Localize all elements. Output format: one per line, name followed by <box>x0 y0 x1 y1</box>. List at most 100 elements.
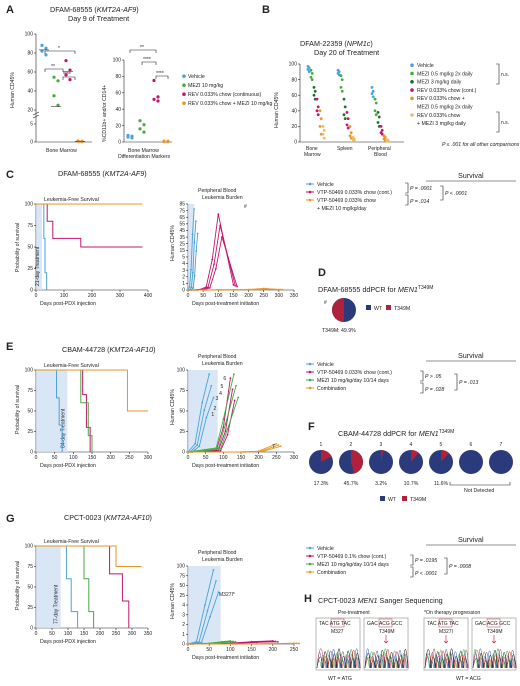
h-arrow-icon <box>491 635 497 644</box>
h-codon-highlight <box>378 618 393 628</box>
a-sig-3: **** <box>63 72 71 78</box>
e-pb-series-point <box>187 451 189 453</box>
g-legend-marker <box>308 554 312 558</box>
c-pb-tick-label: 0 <box>182 288 185 294</box>
e-pb-series-point <box>208 373 211 375</box>
d-caption: T349M: 49.9% <box>322 328 356 334</box>
g-pb-series-point <box>234 640 237 643</box>
g-km-tick-label: 75 <box>27 564 33 570</box>
e-p-bracket-1 <box>420 370 424 382</box>
e-km-tick-label: 75 <box>27 388 33 394</box>
d-mark: # <box>324 300 327 306</box>
f-pie-wt-slice <box>489 450 513 474</box>
g-km-title: Leukemia-Free Survival <box>44 539 99 545</box>
a-axis-break <box>32 111 40 119</box>
e-pb-series-line <box>187 373 210 453</box>
a-left-tick-group: 100 80 60 40 20 5 0 <box>25 32 40 146</box>
a-right-point <box>142 130 146 134</box>
a-left-ylabel: Human CD45% <box>10 72 16 108</box>
b-xcat-blood: Blood <box>374 152 387 158</box>
b-tick-group: 100 80 60 40 20 0 <box>289 62 300 146</box>
c-km-treatment-shade <box>36 204 42 290</box>
g-km-ylabel: Probability of survival <box>15 561 21 610</box>
e-legend-label: VTP-50469 0.033% chow (cont.) <box>317 370 392 376</box>
e-pb-series-point <box>226 433 229 436</box>
g-km-tick-label: 200 <box>96 631 105 637</box>
b-point <box>343 105 347 109</box>
b-point <box>352 139 356 142</box>
c-pb-title-1: Peripheral Blood <box>198 188 236 194</box>
h-codon-highlight <box>330 618 345 628</box>
e-pb-series-point <box>237 396 240 399</box>
a-left-tick-label: 60 <box>27 70 33 76</box>
g-km-tick-label: 25 <box>27 605 33 611</box>
e-pb-tick-label: 200 <box>254 455 263 461</box>
a-right-tick-label: 60 <box>115 91 121 97</box>
a-left-tick-label: 0 <box>30 140 33 146</box>
c-pb-series-point <box>193 241 196 244</box>
e-pb-series-point <box>233 373 235 375</box>
b-point <box>343 117 347 120</box>
a-right-point <box>138 127 142 131</box>
b-tick-label: 20 <box>291 124 297 130</box>
e-km-tick-label: 250 <box>125 455 134 461</box>
h-trace-line <box>472 649 517 669</box>
g-legend-marker <box>308 570 312 574</box>
g-pb-tick-label: 200 <box>269 647 278 653</box>
h-trace-line <box>364 648 407 669</box>
a-legend-label: MEZI 10 mg/kg <box>188 83 223 89</box>
b-point <box>339 86 343 89</box>
a-left-point <box>52 75 56 79</box>
b-point <box>374 101 378 105</box>
b-point <box>319 117 323 120</box>
g-pb-series-line <box>193 591 219 645</box>
c-pb-tick-label: 300 <box>275 293 284 299</box>
g-legend-label: MEZI 10 mg/kg/day 10/14 days <box>317 562 389 568</box>
a-legend-label: REV 0.033% chow + MEZI 10 mg/kg <box>188 101 272 107</box>
h-trace-line <box>472 648 516 669</box>
e-pb-series-line <box>191 397 214 453</box>
e-pb-series-line <box>187 373 235 453</box>
g-legend-marker <box>308 546 312 550</box>
g-pb-series-point <box>276 642 279 645</box>
b-point <box>321 132 325 136</box>
c-p-3: P < .0001 <box>445 191 467 197</box>
e-pb-series-point <box>275 442 278 445</box>
f-pie-mut-slice <box>441 450 449 462</box>
a-left-significance: * ** **** <box>44 46 76 80</box>
g-pb-series-point <box>209 615 211 618</box>
g-km-tick-label: 50 <box>27 585 33 591</box>
c-p-2: P = .014 <box>410 199 429 205</box>
e-legend: Survival Vehicle VTP-50469 0.033% chow (co… <box>306 351 516 394</box>
c-pb-tick-label: 15 <box>179 248 185 254</box>
a-left-tick-label: 40 <box>27 89 33 95</box>
g-legend: Survival Vehicle VTP-50469 0.1% chow (cont… <box>306 535 516 578</box>
h-seq-text: TAC ATG TAC <box>319 621 351 627</box>
b-point <box>370 92 374 96</box>
c-pb-xlabel: Days post-treatment initiation <box>192 301 259 307</box>
g-p-bracket-1 <box>410 554 414 566</box>
f-pies: 1 17.3% 2 45.7% 3 3.2% 4 10.7% 5 11.6% 6 7 <box>309 442 513 487</box>
b-point <box>376 121 380 124</box>
c-pb-tick-label: 45 <box>179 228 185 234</box>
c-pb-tick-label: 150 <box>229 293 238 299</box>
a-subtitle: Day 9 of Treatment <box>68 14 129 23</box>
panel-letter-g: G <box>6 513 15 525</box>
e-pb-tick-label: 75 <box>179 388 185 394</box>
e-pb-num: 2 <box>213 406 216 412</box>
e-km-tick-label: 50 <box>52 455 58 461</box>
g-p-bracket-2 <box>410 566 414 578</box>
c-pb-tick-label: 65 <box>179 215 185 221</box>
f-pie-number: 6 <box>470 442 473 448</box>
g-p-3: P = .0008 <box>449 564 471 570</box>
b-point <box>315 109 319 113</box>
c-pb-series-point <box>232 284 235 286</box>
a-left-point <box>68 78 72 82</box>
a-right-xlabel-1: Bone Marrow <box>128 148 159 154</box>
c-pb-series-point <box>251 288 254 291</box>
g-pb-tick-label: 50 <box>179 583 185 589</box>
c-pb-tick-label: 4 <box>182 261 185 267</box>
c-pb-tick-label: 1 <box>182 281 185 287</box>
